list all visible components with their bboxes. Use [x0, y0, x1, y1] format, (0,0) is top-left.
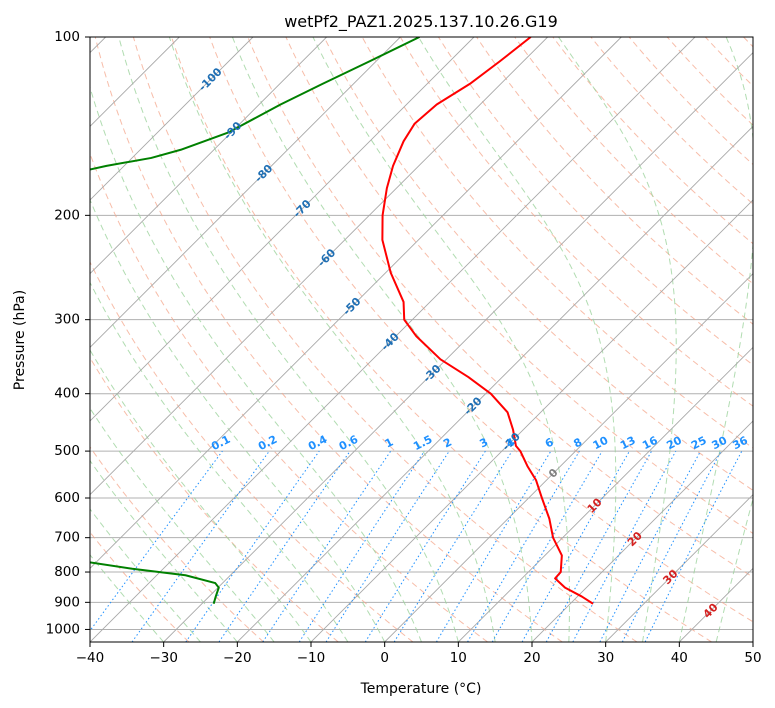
moist-adiabat [418, 37, 617, 642]
x-axis: −40 −30 −20 −10 0 10 20 30 40 50 [76, 642, 762, 666]
mixing-ratio-label: 25 [689, 434, 709, 453]
mixing-ratio-line [393, 450, 513, 642]
mixing-ratio-label: 30 [710, 434, 730, 453]
moist-adiabat [90, 281, 349, 642]
x-tick-label: 30 [597, 650, 614, 666]
mixing-ratio-label: 20 [664, 434, 684, 453]
x-tick-label: −10 [297, 650, 326, 666]
x-tick-label: 20 [523, 650, 540, 666]
isotherm-line [90, 37, 622, 569]
moist-adiabat [90, 407, 275, 642]
x-tick-label: 50 [744, 650, 761, 666]
mixing-ratio-line [218, 450, 351, 642]
dry-adiabat [94, 37, 563, 642]
moist-adiabat [312, 37, 570, 642]
y-tick-label: 400 [54, 386, 80, 402]
dry-adiabat [132, 37, 638, 642]
y-tick-label: 900 [54, 594, 80, 610]
x-tick-label: 10 [450, 650, 467, 666]
y-tick-label: 1000 [46, 621, 80, 637]
isotherm-line [90, 37, 327, 275]
pressure-gridlines [90, 37, 753, 630]
moist-adiabat [678, 37, 753, 642]
dry-adiabat [514, 37, 753, 285]
isotherm-line [163, 52, 753, 642]
isotherm-line [90, 37, 696, 642]
mixing-ratio-lines [90, 450, 743, 642]
isotherm-line [605, 494, 753, 642]
moist-adiabat [90, 554, 165, 642]
isotherm-line [90, 37, 548, 496]
x-tick-label: −20 [223, 650, 252, 666]
y-tick-label: 700 [54, 530, 80, 546]
isotherms [90, 37, 753, 642]
dry-adiabat [476, 37, 753, 325]
mixing-ratio-line [545, 450, 653, 642]
moist-adiabat [715, 497, 753, 642]
dry-adiabat [247, 37, 753, 578]
mixing-ratio-label: 10 [591, 434, 611, 453]
dry-adiabat [209, 37, 753, 623]
mixing-ratio-label: 16 [640, 434, 660, 453]
mixing-ratio-line [298, 450, 425, 642]
y-tick-label: 200 [54, 207, 80, 223]
dry-adiabat [90, 260, 414, 642]
dry-adiabat [285, 37, 753, 535]
x-tick-label: 0 [380, 650, 389, 666]
y-tick-label: 600 [54, 490, 80, 506]
mixing-ratio-line [90, 450, 223, 632]
chart-title: wetPf2_PAZ1.2025.137.10.26.G19 [284, 12, 558, 32]
x-axis-label: Temperature (°C) [360, 681, 482, 697]
dry-adiabat [323, 37, 753, 491]
dry-adiabats [90, 37, 753, 642]
y-axis: 100 200 300 400 500 600 700 800 900 1000 [46, 29, 90, 637]
y-tick-label: 300 [54, 312, 80, 328]
isotherm-line [237, 125, 753, 642]
mixing-ratio-line [325, 450, 450, 642]
x-tick-label: −40 [76, 650, 105, 666]
mixing-ratio-label: 36 [730, 434, 750, 453]
mixing-ratio-line [185, 450, 320, 642]
isotherm-line [531, 420, 753, 642]
dry-adiabat [90, 446, 264, 642]
dry-adiabat [90, 356, 339, 642]
temperature-profile [381, 37, 594, 605]
moist-adiabat [90, 198, 386, 642]
profile-series [90, 37, 594, 605]
isotherm-line [90, 37, 401, 348]
moist-adiabat [90, 459, 238, 642]
x-tick-label: 40 [671, 650, 688, 666]
moist-adiabat [231, 37, 533, 642]
moist-adiabat [168, 37, 496, 642]
mixing-ratio-line [262, 450, 392, 642]
moist-adiabat [90, 85, 422, 642]
plot-frame [89, 36, 754, 643]
moist-adiabat [558, 37, 677, 642]
mixing-ratio-labels: 0.1 0.2 0.4 0.6 1 1.5 2 3 4 6 8 10 13 16 20 25 30 36 [209, 433, 750, 454]
y-tick-label: 500 [54, 443, 80, 459]
dry-adiabat [171, 37, 713, 642]
plot-area: -100-90-80-70-60-50-40-30-20-10010203040… [90, 37, 753, 642]
moist-adiabat [90, 508, 201, 642]
isotherm-line [90, 37, 475, 422]
mixing-ratio-label: 13 [618, 434, 638, 453]
y-tick-label: 100 [54, 29, 80, 45]
isotherm-line [310, 199, 753, 642]
isotherm-line [458, 346, 753, 642]
isotherm-line [384, 273, 753, 642]
y-tick-label: 800 [54, 564, 80, 580]
mixing-ratio-line [521, 450, 630, 642]
mixing-ratio-line [131, 450, 270, 642]
mixing-ratio-line [572, 450, 677, 642]
x-tick-label: −30 [149, 650, 178, 666]
y-axis-label: Pressure (hPa) [12, 290, 28, 390]
isotherm-line [90, 37, 254, 201]
mixing-ratio-line [644, 450, 743, 642]
